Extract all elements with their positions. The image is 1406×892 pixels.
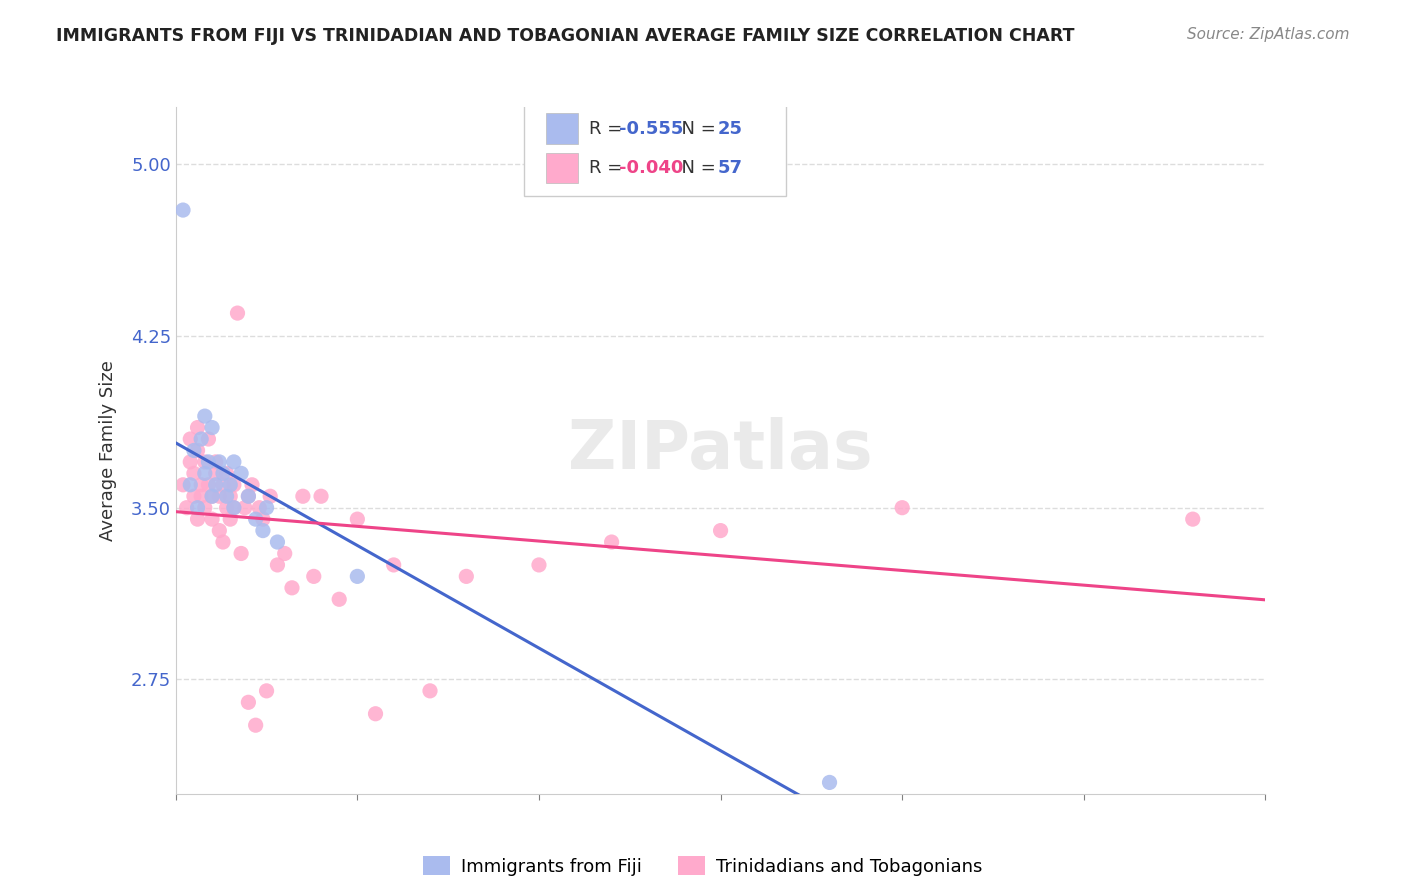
Point [212,467,235,481]
FancyBboxPatch shape [546,153,578,183]
Point [204,478,226,492]
Point [818,775,841,789]
Point [183,467,205,481]
Point [186,420,209,434]
Point [183,489,205,503]
Point [231,546,253,561]
Text: ZIPatlas: ZIPatlas [568,417,873,483]
Text: Source: ZipAtlas.com: Source: ZipAtlas.com [1187,27,1350,42]
Point [1181,512,1204,526]
Point [891,500,914,515]
Point [179,478,201,492]
Point [238,489,260,503]
Point [201,512,224,526]
Point [256,683,278,698]
Point [328,592,350,607]
Point [252,512,274,526]
Y-axis label: Average Family Size: Average Family Size [98,360,117,541]
Text: 25: 25 [717,120,742,137]
Point [346,569,368,583]
Point [179,455,201,469]
Point [208,455,231,469]
Point [215,467,238,481]
FancyBboxPatch shape [524,94,786,196]
Text: N =: N = [671,159,721,177]
Point [219,512,242,526]
Text: R =: R = [589,120,627,137]
Point [222,500,245,515]
Text: N =: N = [671,120,721,137]
Text: IMMIGRANTS FROM FIJI VS TRINIDADIAN AND TOBAGONIAN AVERAGE FAMILY SIZE CORRELATI: IMMIGRANTS FROM FIJI VS TRINIDADIAN AND … [56,27,1074,45]
Point [201,420,224,434]
Point [240,478,263,492]
Point [238,695,260,709]
Point [231,467,253,481]
Text: -0.555: -0.555 [619,120,683,137]
Point [256,500,278,515]
Point [172,478,194,492]
Point [266,558,288,572]
Point [600,535,623,549]
Point [252,524,274,538]
Point [527,558,550,572]
Point [309,489,332,503]
Point [245,512,267,526]
Point [710,524,733,538]
Point [194,500,217,515]
Point [201,489,224,503]
Point [247,500,270,515]
Point [212,535,235,549]
Point [208,524,231,538]
Point [204,467,226,481]
FancyBboxPatch shape [546,113,578,144]
Point [194,409,217,424]
Point [274,546,297,561]
Point [194,467,217,481]
Point [302,569,325,583]
Point [226,306,249,320]
Point [346,512,368,526]
Point [186,443,209,458]
Text: 57: 57 [717,159,742,177]
Point [219,489,242,503]
Point [212,478,235,492]
Point [364,706,387,721]
Point [190,489,212,503]
Point [179,432,201,446]
Text: R =: R = [589,159,627,177]
Point [222,455,245,469]
Point [259,489,281,503]
Point [222,478,245,492]
Point [215,489,238,503]
Point [197,432,219,446]
Point [204,455,226,469]
Point [176,500,198,515]
Point [419,683,441,698]
Point [222,500,245,515]
Point [201,489,224,503]
Point [291,489,314,503]
Point [238,489,260,503]
Text: -0.040: -0.040 [619,159,683,177]
Point [194,455,217,469]
Point [197,478,219,492]
Point [382,558,405,572]
Point [186,500,209,515]
Point [190,432,212,446]
Point [245,718,267,732]
Point [172,203,194,218]
Point [456,569,478,583]
Point [215,500,238,515]
Point [186,512,209,526]
Point [281,581,304,595]
Legend: Immigrants from Fiji, Trinidadians and Tobagonians: Immigrants from Fiji, Trinidadians and T… [416,849,990,883]
Point [197,455,219,469]
Point [190,478,212,492]
Point [233,500,256,515]
Point [208,489,231,503]
Point [266,535,288,549]
Point [219,478,242,492]
Point [183,443,205,458]
